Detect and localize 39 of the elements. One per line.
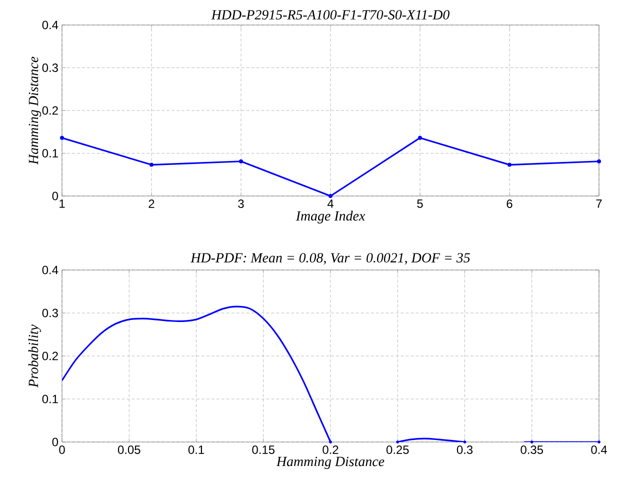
x-tick-label: 5 [417,200,423,208]
chart-title: HD-PDF: Mean = 0.08, Var = 0.0021, DOF = 35 [190,253,470,264]
x-tick-label: 3 [238,200,244,208]
y-axis-title: Hamming Distance [28,56,42,165]
x-axis-title: Hamming Distance [276,456,384,470]
y-tick-label: 0.2 [42,352,58,360]
point [597,159,601,164]
y-tick-label: 0.1 [42,149,58,158]
x-axis-title: Image Index [296,210,366,224]
y-tick-label: 0.2 [42,106,58,115]
y-tick-label: 0.3 [42,308,58,318]
y-tick-label: 0 [52,438,58,446]
chart-title: HDD-P2915-R5-A100-F1-T70-S0-X11-D0 [211,10,450,20]
x-tick-label: 2 [148,200,154,208]
x-tick-label: 0.4 [591,446,607,454]
x-tick-label: 0.3 [456,446,473,454]
x-tick-label: 0.15 [252,446,274,454]
y-tick-label: 0.4 [42,266,58,274]
x-tick-label: 4 [327,200,334,208]
x-tick-label: 7 [596,200,602,208]
point [508,162,512,167]
x-tick-label: 6 [506,200,512,208]
point [328,194,332,198]
y-tick-label: 0 [52,192,58,200]
x-tick-label: 0.2 [322,446,338,454]
x-tick-label: 1 [60,200,65,208]
x-tick-label: 0.25 [386,446,409,454]
point [418,136,422,140]
point [239,159,243,164]
y-tick-label: 0.3 [42,64,58,72]
x-tick-label: 0.35 [520,446,544,454]
y-axis-title: Probability [28,324,42,388]
y-tick-label: 0.4 [42,20,58,30]
x-tick-label: 0 [59,446,65,454]
point [150,162,154,167]
x-tick-label: 0.1 [188,446,204,454]
x-tick-label: 0.05 [118,446,140,454]
y-tick-label: 0.1 [42,394,58,404]
point [60,136,64,140]
